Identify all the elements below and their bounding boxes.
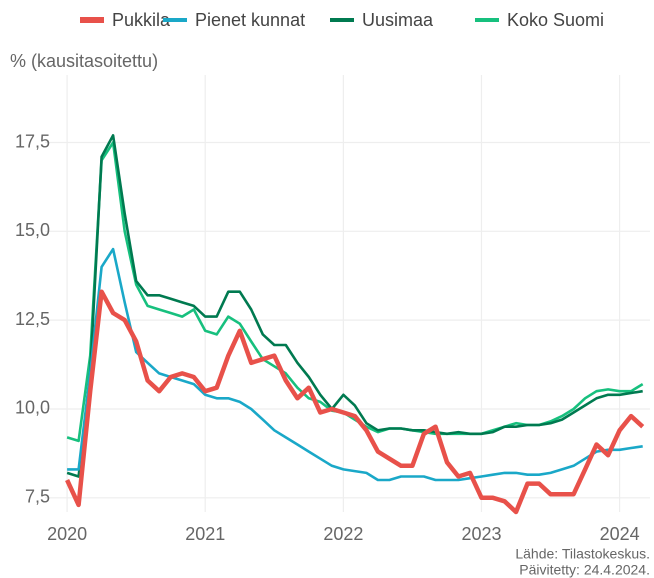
- legend-label: Pienet kunnat: [195, 10, 305, 30]
- line: [66, 141, 644, 443]
- x-tick-label: 2024: [600, 524, 640, 544]
- x-tick-label: 2021: [185, 524, 225, 544]
- y-tick-label: 17,5: [15, 131, 50, 151]
- x-tick-label: 2020: [47, 524, 87, 544]
- legend-label: Uusimaa: [362, 10, 434, 30]
- y-tick-label: 12,5: [15, 309, 50, 329]
- line: [67, 247, 643, 482]
- source: Lähde: Tilastokeskus.: [515, 546, 650, 562]
- legend-label: Koko Suomi: [507, 10, 604, 30]
- x-tick-label: 2022: [323, 524, 363, 544]
- updated: Päivitetty: 24.4.2024.: [519, 562, 650, 578]
- y-tick-label: 10,0: [15, 398, 50, 418]
- legend-label: Pukkila: [112, 10, 171, 30]
- line: [65, 289, 645, 515]
- y-axis-label: % (kausitasoitettu): [10, 51, 158, 71]
- y-tick-label: 15,0: [15, 220, 50, 240]
- x-tick-label: 2023: [461, 524, 501, 544]
- line: [66, 134, 643, 478]
- y-tick-label: 7,5: [25, 487, 50, 507]
